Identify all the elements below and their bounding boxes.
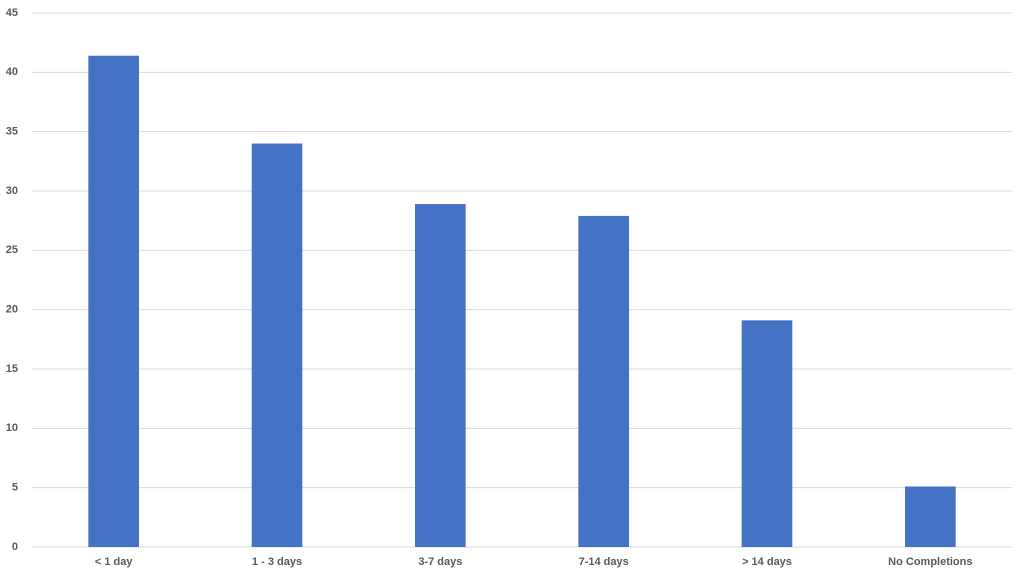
y-tick-label: 30 [6,185,18,197]
bar [578,215,629,548]
bar [741,320,793,547]
y-tick-label: 0 [12,541,18,553]
bar [415,204,466,547]
x-tick-label: > 14 days [742,556,792,568]
bar [905,486,956,547]
x-tick-label: 3-7 days [418,556,462,568]
y-tick-label: 40 [6,66,18,78]
y-tick-label: 10 [6,422,18,434]
x-tick-label: No Completions [888,556,972,568]
x-tick-label: 7-14 days [579,556,629,568]
y-tick-label: 45 [6,7,18,19]
y-tick-label: 25 [6,244,18,256]
y-tick-label: 35 [6,126,18,138]
x-tick-label: < 1 day [95,556,133,568]
y-tick-label: 5 [12,482,18,494]
y-tick-label: 20 [6,304,18,316]
x-tick-label: 1 - 3 days [252,556,302,568]
y-tick-label: 15 [6,363,18,375]
bar [251,143,303,548]
bar [88,55,139,547]
